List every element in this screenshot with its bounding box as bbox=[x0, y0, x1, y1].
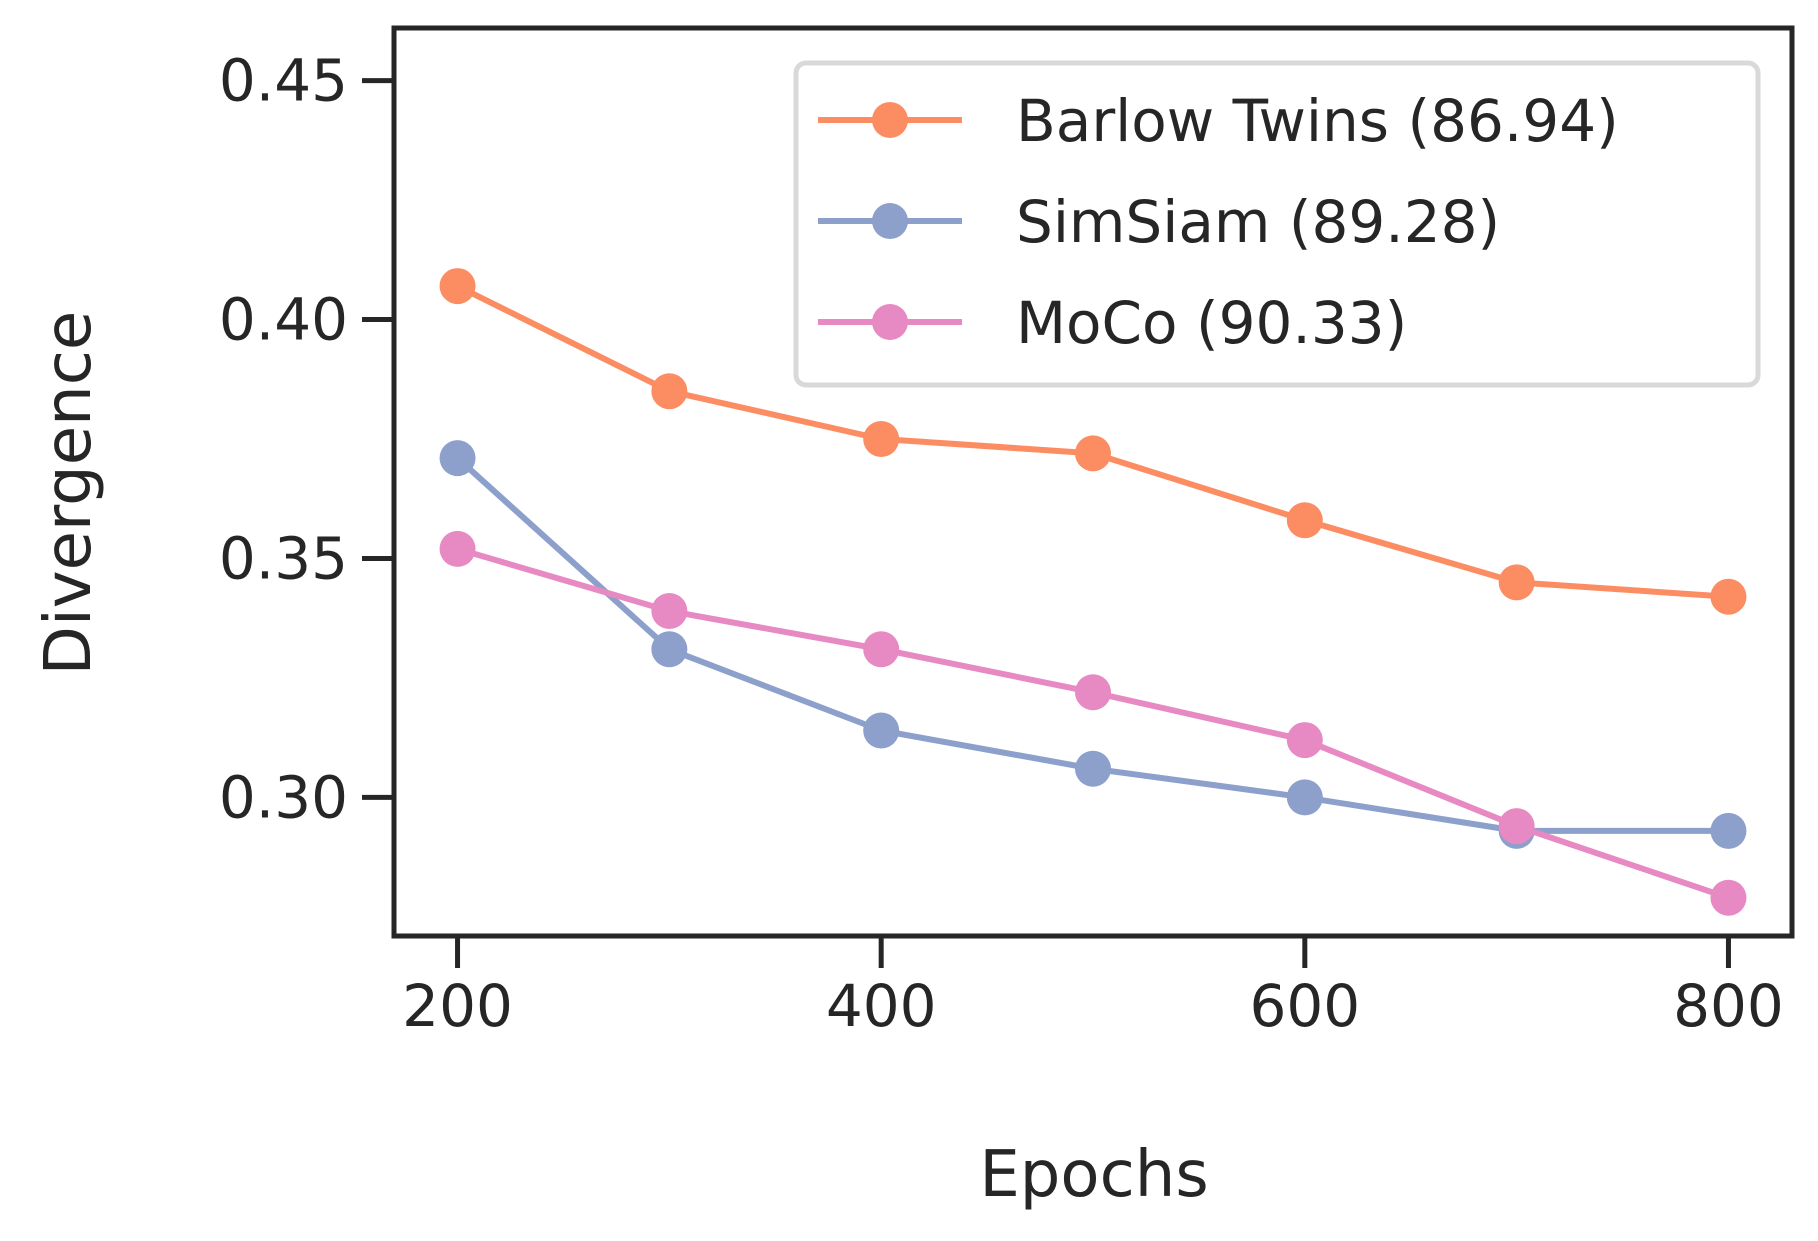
data-point bbox=[1498, 564, 1535, 601]
y-tick-label: 0.30 bbox=[219, 763, 348, 831]
data-point bbox=[863, 420, 900, 457]
legend-label: Barlow Twins (86.94) bbox=[1016, 87, 1619, 155]
legend-marker bbox=[872, 102, 908, 138]
data-point bbox=[1075, 674, 1111, 711]
y-tick-label: 0.40 bbox=[219, 286, 348, 354]
legend: Barlow Twins (86.94) SimSiam (89.28) MoCo … bbox=[793, 60, 1761, 388]
series-3 bbox=[439, 530, 1747, 916]
data-point bbox=[651, 631, 688, 668]
legend-item: MoCo (90.33) bbox=[818, 289, 1407, 357]
axes: 0.30 0.35 0.40 0.45 200 400 600 800 bbox=[219, 25, 1795, 1040]
data-point bbox=[651, 373, 688, 410]
data-point bbox=[863, 712, 900, 749]
data-point bbox=[1710, 879, 1747, 916]
data-point bbox=[1710, 812, 1747, 849]
y-axis-title: Divergence bbox=[32, 311, 106, 676]
axis-titles: Epochs Divergence bbox=[32, 311, 1209, 1212]
y-tick-label: 0.35 bbox=[219, 524, 348, 592]
legend-marker bbox=[872, 304, 908, 340]
data-point bbox=[1498, 808, 1535, 845]
legend-label: SimSiam (89.28) bbox=[1016, 188, 1500, 256]
data-point bbox=[1075, 750, 1111, 787]
plot-frame bbox=[391, 25, 1795, 939]
data-point bbox=[439, 268, 476, 305]
x-tick-label: 800 bbox=[1673, 972, 1784, 1040]
series-1 bbox=[439, 268, 1747, 615]
data-point bbox=[1286, 502, 1323, 539]
x-tick-label: 400 bbox=[826, 972, 937, 1040]
x-tick-label: 600 bbox=[1249, 972, 1360, 1040]
legend-box bbox=[793, 60, 1761, 388]
data-point bbox=[863, 631, 900, 668]
legend-item: SimSiam (89.28) bbox=[818, 188, 1500, 256]
legend-marker bbox=[872, 203, 908, 239]
series-group bbox=[439, 268, 1747, 916]
data-point bbox=[651, 593, 688, 630]
data-point bbox=[1075, 435, 1111, 472]
x-tick-label: 200 bbox=[402, 972, 513, 1040]
x-axis-title: Epochs bbox=[979, 1138, 1208, 1212]
data-point bbox=[1286, 779, 1323, 816]
legend-label: MoCo (90.33) bbox=[1016, 289, 1407, 357]
data-point bbox=[1286, 722, 1323, 759]
legend-item: Barlow Twins (86.94) bbox=[818, 87, 1619, 155]
data-point bbox=[439, 530, 476, 567]
data-point bbox=[1710, 578, 1747, 615]
data-point bbox=[439, 440, 476, 477]
y-tick-label: 0.45 bbox=[219, 47, 348, 115]
